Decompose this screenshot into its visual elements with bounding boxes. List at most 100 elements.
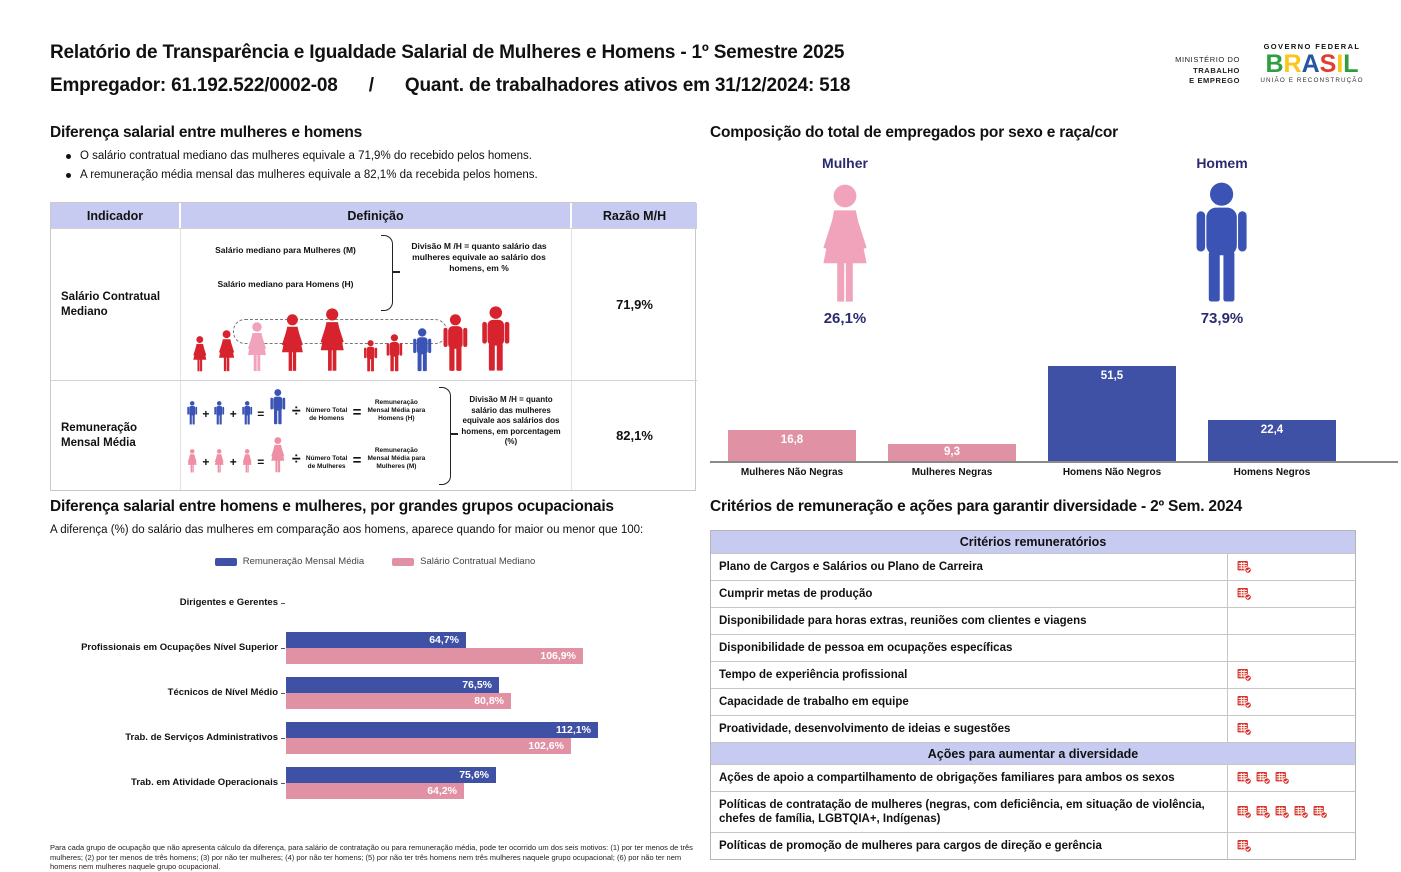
median-ratio-note: Divisão M /H = quanto salário das mulher… [411,241,547,273]
female-figure-icon [809,184,881,304]
criteria-icons-cell [1227,635,1355,661]
occ-category-label: Trab. de Serviços Administrativos [125,732,278,743]
ratio-cell-mean: 82,1% [572,380,697,490]
criteria-row: Tempo de experiência profissional [711,661,1355,688]
man-pictogram-icon [212,401,226,425]
employer-id: Empregador: 61.192.522/0002-08 [50,75,338,96]
man-pictogram-icon [361,340,380,372]
occ-value-label: 64,7% [429,634,459,646]
building-check-icon [1256,772,1271,785]
ratio-cell-median: 71,9% [572,228,697,380]
indicator-cell-median: Salário Contratual Mediano [51,228,181,380]
table-header-ratio: Razão M/H [572,203,697,228]
woman-pictogram-icon [212,449,226,473]
man-pictogram-icon [438,314,473,372]
divide-sign: ÷ [291,451,301,468]
occupational-subtitle: A diferença (%) do salário das mulheres … [50,524,644,536]
legend-swatch [392,557,415,566]
men-average-formula: + + = ÷ Número Total de Homens = Remuneração M… [185,389,428,425]
occ-bar-pink: 102,6% [286,738,571,754]
occ-bar-blue: 76,5% [286,677,499,693]
legend-label: Remuneração Mensal Média [242,556,365,567]
occ-value-label: 64,2% [427,785,457,797]
criteria-icons-cell [1227,608,1355,634]
divisor-label: Número Total de Mulheres [305,455,348,470]
occ-bar-blue: 64,7% [286,632,466,648]
bullet-item: A remuneração média mensal das mulheres … [62,169,538,181]
man-pictogram-icon [267,389,289,425]
axis-tick [281,693,285,694]
ministry-line3: E EMPREGO [1189,76,1240,85]
plus-sign: + [202,407,210,421]
criteria-table: Critérios remuneratórios Plano de Cargos … [710,530,1356,860]
mean-ratio-note: Divisão M /H = quanto salário das mulher… [461,395,561,446]
composition-heading: Composição do total de empregados por se… [710,124,1119,141]
occ-category-label: Trab. em Atividade Operacionais [131,777,278,788]
woman-pictogram-icon [275,314,310,372]
brasil-letter: L [1343,50,1359,78]
building-check-icon [1237,696,1252,709]
composition-chart: 16,8 Mulheres Não Negras 9,3 Mulheres Negra… [710,340,1398,485]
report-title: Relatório de Transparência e Igualdade S… [50,42,845,63]
occ-value-label: 112,1% [555,724,591,736]
building-check-icon [1275,806,1290,819]
occupational-chart: Dirigentes e Gerentes Profissionais em Oc… [50,590,700,840]
criteria-label: Proatividade, desenvolvimento de ideias … [719,723,1011,735]
building-check-icon [1237,840,1252,853]
woman-pictogram-icon [214,330,239,372]
criteria-row: Políticas de contratação de mulheres (ne… [711,791,1355,832]
men-pictogram-row [361,306,516,372]
male-figure-icon [1185,182,1258,304]
man-pictogram-icon [383,334,406,372]
criteria-row: Cumprir metas de produção [711,580,1355,607]
criteria-icons-cell [1227,792,1355,832]
axis-tick [281,648,285,649]
occ-bar-pink: 106,9% [286,648,583,664]
bar-value-label: 16,8 [780,434,804,446]
brasil-letter: S [1319,50,1337,78]
criteria-icons-cell [1227,716,1355,742]
salary-gap-heading: Diferença salarial entre mulheres e home… [50,124,363,141]
composition-bar: 9,3 [888,444,1016,461]
axis-tick [281,783,285,784]
criteria-icons-cell [1227,662,1355,688]
bracket-shape [439,387,451,485]
result-label: Remuneração Mensal Média para Mulheres (… [367,447,426,470]
criteria-section-header: Critérios remuneratórios [711,531,1355,553]
composition-bar: 22,4 [1208,420,1336,461]
building-check-icon [1313,806,1328,819]
active-workers: Quant. de trabalhadores ativos em 31/12/… [404,75,851,96]
brasil-letter: I [1336,50,1344,78]
governo-federal-logo: GOVERNO FEDERAL BRASIL UNIÃO E RECONSTRU… [1248,42,1376,84]
man-pictogram-icon [476,306,516,372]
composition-bar: 51,5 [1048,366,1176,461]
definition-cell-median: Salário mediano para Mulheres (M) Salári… [181,228,572,380]
criteria-row: Proatividade, desenvolvimento de ideias … [711,715,1355,742]
brasil-letter: B [1265,50,1284,78]
occupational-heading: Diferença salarial entre homens e mulher… [50,498,614,515]
occ-value-label: 102,6% [528,740,564,752]
equals-sign: = [352,452,362,469]
bar-category-label: Homens Negros [1233,467,1311,478]
gov-bottom-label: UNIÃO E RECONSTRUÇÃO [1260,77,1364,84]
female-percentage: 26,1% [823,310,867,327]
criteria-row: Disponibilidade de pessoa em ocupações e… [711,634,1355,661]
criteria-row: Plano de Cargos e Salários ou Plano de C… [711,553,1355,580]
result-label: Remuneração Mensal Média para Homens (H) [367,399,426,422]
plus-sign: + [229,455,237,469]
table-header-definition: Definição [181,203,572,228]
criteria-label: Tempo de experiência profissional [719,669,908,681]
median-def-women: Salário mediano para Mulheres (M) [215,245,356,255]
female-label: Mulher [822,155,868,171]
criteria-label: Disponibilidade de pessoa em ocupações e… [719,642,1013,654]
criteria-heading: Critérios de remuneração e ações para ga… [710,498,1243,515]
female-figure-icon [809,184,881,304]
plus-sign: + [229,407,237,421]
legend-item: Salário Contratual Mediano [392,556,535,567]
legend-item: Remuneração Mensal Média [214,556,365,567]
bar-value-label: 51,5 [1100,370,1124,382]
woman-pictogram-icon [242,322,272,372]
occ-bar-pink: 64,2% [286,783,464,799]
employer-info: Empregador: 61.192.522/0002-08 / Quant. … [50,75,850,97]
